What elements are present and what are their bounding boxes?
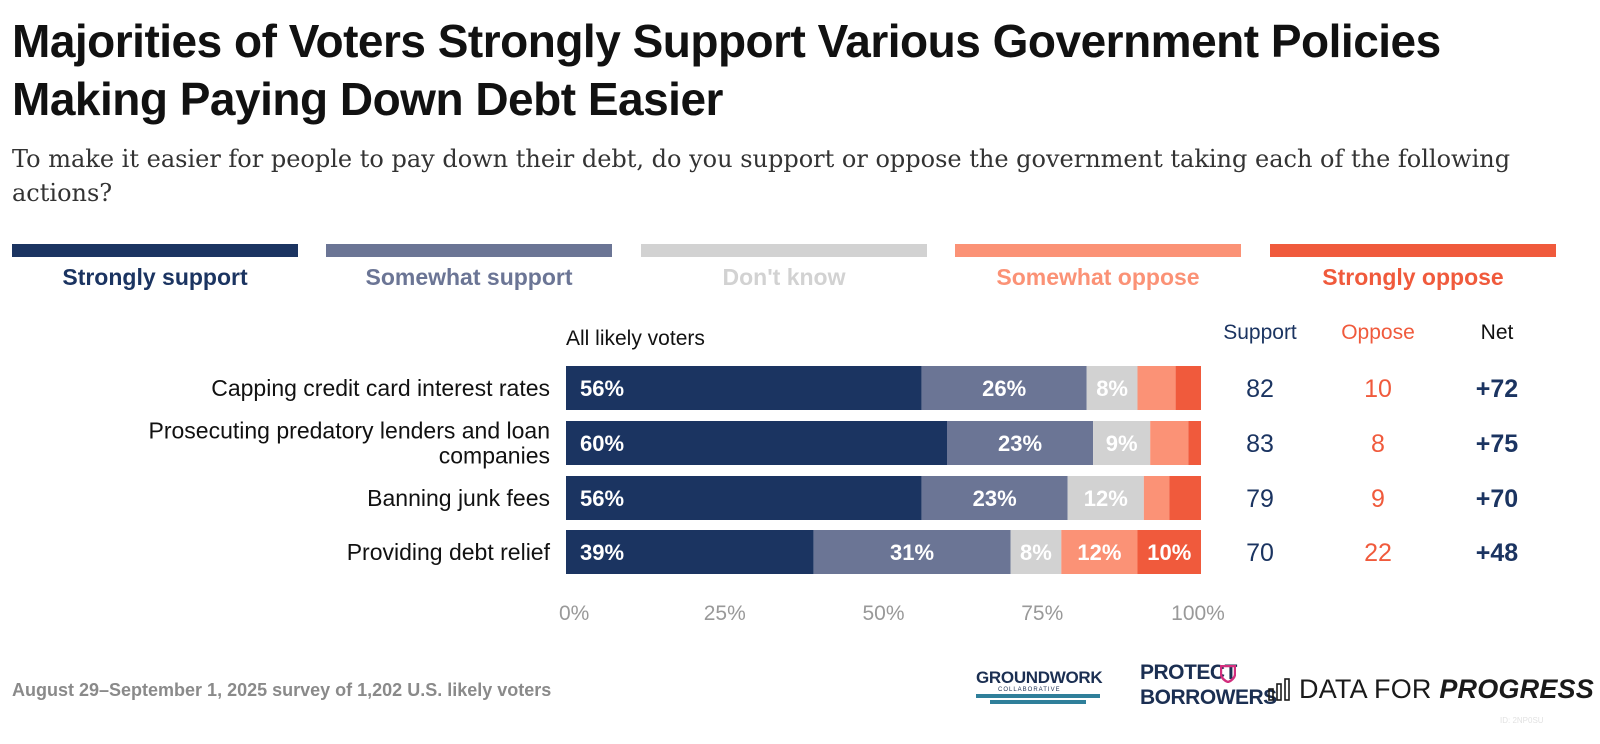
- chart-id: ID: 2NP0SU: [1500, 716, 1544, 725]
- bar-segment: [566, 421, 947, 465]
- data-for-progress-logo-text: DATA FOR PROGRESS: [1299, 674, 1594, 705]
- legend-item-strongly-oppose: Strongly oppose: [1270, 244, 1556, 294]
- legend-swatch-strongly-support: [12, 244, 298, 257]
- chart-title: Majorities of Voters Strongly Support Va…: [12, 15, 1441, 125]
- protect-borrowers-logo-line1: PROTECT: [1140, 661, 1237, 684]
- protect-borrowers-logo-line2: BORROWERS: [1140, 686, 1277, 709]
- category-label: companies: [439, 443, 550, 469]
- data-label: 9%: [1106, 431, 1138, 456]
- support-value: 82: [1246, 375, 1274, 403]
- data-label: 23%: [973, 486, 1017, 511]
- survey-note: August 29–September 1, 2025 survey of 1,…: [12, 680, 552, 700]
- legend: Strongly support Somewhat support Don't …: [12, 244, 1588, 294]
- bar-segment: [1150, 421, 1189, 465]
- bar-chart-icon: [1268, 678, 1290, 701]
- bar-segment: [1137, 530, 1201, 574]
- bar-segment: [1061, 530, 1138, 574]
- category-label: Capping credit card interest rates: [211, 375, 550, 401]
- data-label: 10%: [1147, 540, 1191, 565]
- legend-label-somewhat-oppose: Somewhat oppose: [996, 264, 1200, 290]
- summary-header-oppose: Oppose: [1341, 321, 1415, 344]
- legend-label-somewhat-support: Somewhat support: [365, 264, 573, 290]
- oppose-value: 9: [1371, 485, 1385, 513]
- x-tick-label: 0%: [559, 602, 589, 625]
- category-label: Prosecuting predatory lenders and loan: [149, 418, 550, 444]
- data-for-progress-logo: DATA FOR PROGRESS: [1268, 674, 1594, 708]
- category-label: Banning junk fees: [367, 485, 550, 511]
- data-label: 12%: [1084, 486, 1128, 511]
- data-label: 8%: [1096, 376, 1128, 401]
- support-value: 70: [1246, 539, 1274, 567]
- bar-segment: [1086, 366, 1138, 410]
- data-label: 31%: [890, 540, 934, 565]
- data-for-progress-logo-bold: PROGRESS: [1439, 674, 1594, 704]
- net-value: +48: [1476, 539, 1519, 567]
- bar-segment: [1010, 530, 1062, 574]
- support-value: 83: [1246, 430, 1274, 458]
- data-for-progress-logo-regular: DATA FOR: [1299, 674, 1440, 704]
- legend-label-strongly-oppose: Strongly oppose: [1322, 264, 1504, 290]
- summary-header-net: Net: [1481, 321, 1514, 344]
- shield-icon: [1220, 665, 1236, 683]
- data-label: 8%: [1020, 540, 1052, 565]
- bar-segment: [1175, 366, 1201, 410]
- chart-subtitle: To make it easier for people to pay down…: [12, 145, 1511, 207]
- oppose-value: 22: [1364, 539, 1392, 567]
- bar-segment: [566, 366, 922, 410]
- support-value: 79: [1246, 485, 1274, 513]
- data-label: 26%: [982, 376, 1026, 401]
- summary-header-support: Support: [1223, 321, 1297, 344]
- x-tick-label: 100%: [1171, 602, 1225, 625]
- data-label: 56%: [580, 376, 624, 401]
- data-label: 23%: [998, 431, 1042, 456]
- bar-segment: [1169, 476, 1201, 520]
- legend-label-strongly-support: Strongly support: [62, 264, 248, 290]
- data-label: 56%: [580, 486, 624, 511]
- legend-item-somewhat-oppose: Somewhat oppose: [955, 244, 1241, 294]
- legend-swatch-somewhat-support: [326, 244, 612, 257]
- data-label: 39%: [580, 540, 624, 565]
- data-label: 60%: [580, 431, 624, 456]
- net-value: +70: [1476, 485, 1518, 513]
- bar-segment: [1137, 366, 1176, 410]
- bar-segment: [947, 421, 1094, 465]
- net-value: +72: [1476, 375, 1518, 403]
- net-value: +75: [1476, 430, 1519, 458]
- legend-label-dont-know: Don't know: [722, 264, 846, 290]
- groundwork-logo: GROUNDWORK COLLABORATIVE: [976, 668, 1106, 708]
- x-tick-label: 25%: [704, 602, 746, 625]
- oppose-value: 8: [1371, 430, 1385, 458]
- bar-segment: [566, 530, 814, 574]
- legend-item-dont-know: Don't know: [641, 244, 927, 294]
- groundwork-logo-stripe: [990, 700, 1086, 704]
- groundwork-logo-text: GROUNDWORK: [976, 668, 1103, 687]
- bar-segment: [921, 366, 1087, 410]
- bar-segment: [1188, 421, 1201, 465]
- groundwork-logo-subtext: COLLABORATIVE: [998, 687, 1061, 693]
- bar-segment: [1093, 421, 1151, 465]
- oppose-value: 10: [1364, 375, 1392, 403]
- x-tick-label: 75%: [1021, 602, 1063, 625]
- bar-segment: [921, 476, 1068, 520]
- bar-segment: [813, 530, 1011, 574]
- data-label: 12%: [1077, 540, 1121, 565]
- legend-item-somewhat-support: Somewhat support: [326, 244, 612, 294]
- bar-segment: [566, 476, 922, 520]
- legend-item-strongly-support: Strongly support: [12, 244, 298, 294]
- legend-swatch-somewhat-oppose: [955, 244, 1241, 257]
- group-label: All likely voters: [566, 327, 705, 350]
- legend-swatch-strongly-oppose: [1270, 244, 1556, 257]
- groundwork-logo-stripe: [976, 694, 1100, 698]
- bar-segment: [1143, 476, 1170, 520]
- x-tick-label: 50%: [862, 602, 904, 625]
- category-label: Providing debt relief: [347, 539, 551, 565]
- legend-swatch-dont-know: [641, 244, 927, 257]
- bar-segment: [1067, 476, 1144, 520]
- stacked-bar-chart: All likely voters Support Oppose Net Capping…: [149, 321, 1519, 625]
- protect-borrowers-logo: PROTECT BORROWERS: [1140, 661, 1277, 714]
